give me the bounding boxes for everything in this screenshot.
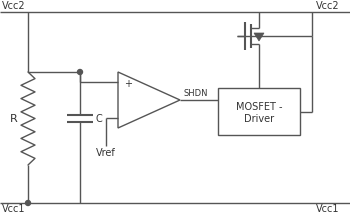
Text: Vref: Vref (96, 148, 116, 158)
Text: SHDN: SHDN (183, 89, 208, 98)
Text: MOSFET -: MOSFET - (236, 101, 282, 111)
Text: Driver: Driver (244, 113, 274, 124)
Text: Vcc2: Vcc2 (316, 1, 340, 11)
Text: Vcc1: Vcc1 (316, 204, 340, 214)
Text: C: C (96, 113, 103, 124)
Text: Vcc1: Vcc1 (2, 204, 26, 214)
Circle shape (26, 201, 30, 205)
Bar (218, 88, 300, 135)
Text: Vcc2: Vcc2 (2, 1, 26, 11)
Polygon shape (254, 33, 264, 41)
Text: R: R (10, 113, 18, 124)
Text: +: + (124, 79, 132, 89)
Circle shape (77, 69, 83, 74)
